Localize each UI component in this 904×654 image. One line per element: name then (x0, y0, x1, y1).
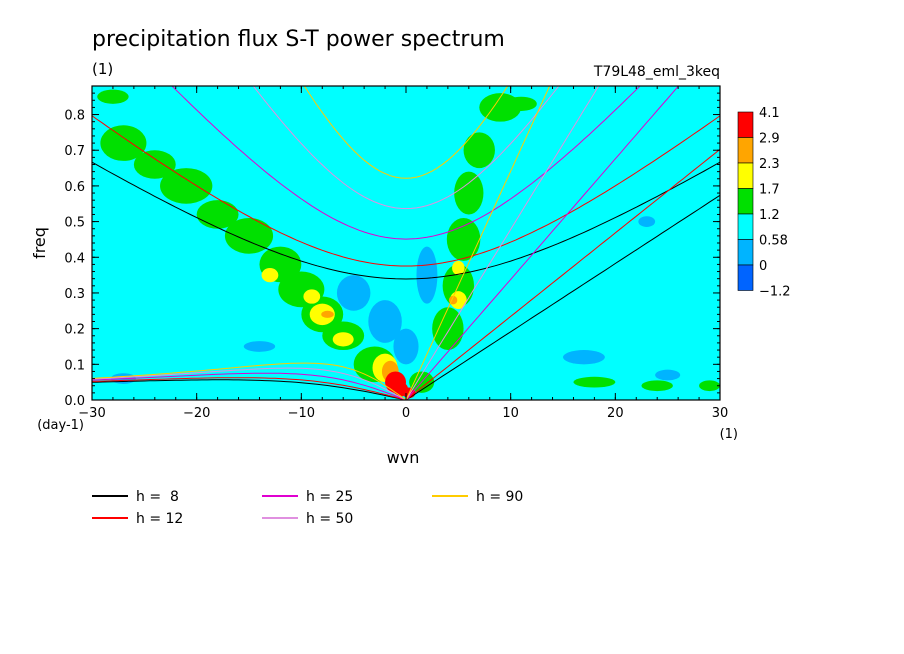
kelvin-wave-curve-8 (405, 194, 720, 400)
kelvin-wave-curve-12 (405, 148, 720, 400)
colorbar-level-label: 0 (759, 259, 767, 274)
y-tick-label: 0.0 (64, 394, 85, 409)
colorbar-level-label: 0.58 (759, 234, 788, 249)
power-contour-blob (393, 328, 419, 365)
power-contour-blob (261, 267, 279, 283)
power-contour-blob (432, 307, 464, 351)
rossby-wave-curve-8 (92, 379, 407, 400)
rossby-wave-curve-50 (92, 367, 407, 400)
y-tick-label: 0.4 (64, 251, 85, 266)
rossby-wave-curve-25 (92, 372, 407, 400)
power-contour-blob (160, 168, 213, 204)
y-tick-label: 0.8 (64, 109, 85, 124)
colorbar-swatch (737, 137, 754, 164)
power-contour-blob (336, 275, 371, 311)
power-contour-blob (303, 289, 321, 304)
power-contour-blob (454, 171, 484, 215)
y-tick-label: 0.5 (64, 216, 85, 231)
legend-entry: h = 50 (306, 511, 353, 527)
dispersion-curves (92, 86, 720, 400)
colorbar-swatch (737, 213, 754, 240)
y-tick-label: 0.6 (64, 180, 85, 195)
inertia-gravity-curve-8 (92, 161, 720, 280)
legend-entry: h = 25 (306, 489, 353, 505)
power-contour-blob (100, 125, 147, 161)
power-contour-blob (638, 216, 656, 227)
kelvin-wave-curve-25 (405, 86, 680, 400)
power-contour-blob (196, 200, 239, 229)
rossby-wave-curve-90 (92, 362, 407, 400)
colorbar-swatch (737, 188, 754, 215)
inertia-gravity-curve-50 (252, 86, 560, 210)
chart-title: precipitation flux S-T power spectrum (92, 27, 505, 52)
colorbar-swatch (737, 162, 754, 189)
colorbar: 4.1 2.9 2.3 1.7 1.2 0.58 0 −1.2 (737, 106, 791, 300)
chart-subtitle-right: T79L48_eml_3keq (593, 64, 720, 80)
x-axis-label: wvn (387, 448, 420, 467)
power-contour-blob (446, 218, 481, 261)
power-contour-blob (573, 376, 616, 388)
kelvin-wave-curve-90 (405, 86, 551, 400)
colorbar-level-label: 4.1 (759, 106, 780, 121)
x-tick-label: 20 (607, 406, 624, 421)
power-contour-blob (321, 310, 334, 318)
x-tick-label: 30 (712, 406, 729, 421)
colorbar-level-label: 1.7 (759, 183, 780, 198)
power-contour-blob (505, 96, 537, 111)
y-tick-label: 0.1 (64, 358, 85, 373)
legend: h = 8 h = 12 h = 25 h = 50 h = 90 (92, 489, 523, 527)
x-tick-label: −20 (183, 406, 210, 421)
colorbar-swatch (737, 111, 754, 138)
colorbar-level-label: 2.9 (759, 132, 780, 147)
power-contour-blob (699, 380, 720, 392)
colorbar-swatch (737, 239, 754, 266)
power-contour-blob (416, 246, 438, 304)
colorbar-swatch (737, 264, 754, 291)
y-tick-label: 0.3 (64, 287, 85, 302)
power-contour-blob (97, 89, 129, 104)
y-tick-label: 0.7 (64, 144, 85, 159)
power-contour-blob (463, 132, 495, 169)
rossby-wave-curve-12 (92, 377, 407, 400)
colorbar-level-label: 1.2 (759, 208, 780, 223)
y-axis-unit: (day-1) (37, 418, 84, 433)
x-tick-label: −30 (78, 406, 105, 421)
power-contour-blob (243, 341, 276, 352)
inertia-gravity-curve-25 (171, 86, 641, 240)
power-contour-blob (655, 369, 681, 381)
power-contour-blob (133, 150, 176, 179)
power-contour-blob (641, 380, 673, 392)
y-axis-label: freq (30, 227, 49, 259)
power-contour-blob (368, 300, 402, 343)
chart-subtitle-left: (1) (92, 60, 113, 78)
legend-entry: h = 90 (476, 489, 523, 505)
power-contour-blob (224, 218, 274, 254)
colorbar-level-label: −1.2 (759, 285, 791, 300)
inertia-gravity-curve-12 (92, 115, 720, 267)
inertia-gravity-curve-90 (303, 86, 509, 179)
x-tick-label: 10 (502, 406, 519, 421)
legend-entry: h = 8 (136, 489, 179, 505)
kelvin-wave-curve-50 (405, 86, 600, 400)
x-axis-unit: (1) (720, 427, 738, 442)
power-contour-blob (452, 260, 465, 276)
spectral-power-contours (97, 89, 720, 399)
y-tick-label: 0.2 (64, 323, 85, 338)
x-tick-label: 0 (402, 406, 410, 421)
x-tick-label: −10 (288, 406, 315, 421)
legend-entry: h = 12 (136, 511, 183, 527)
axes: −30 −20 −10 0 10 20 30 0.0 0.1 0.2 0.3 0.4 0.5 0.6 0.7… (64, 86, 728, 421)
colorbar-level-label: 2.3 (759, 157, 780, 172)
power-contour-blob (563, 350, 605, 365)
power-contour-blob (332, 332, 354, 347)
